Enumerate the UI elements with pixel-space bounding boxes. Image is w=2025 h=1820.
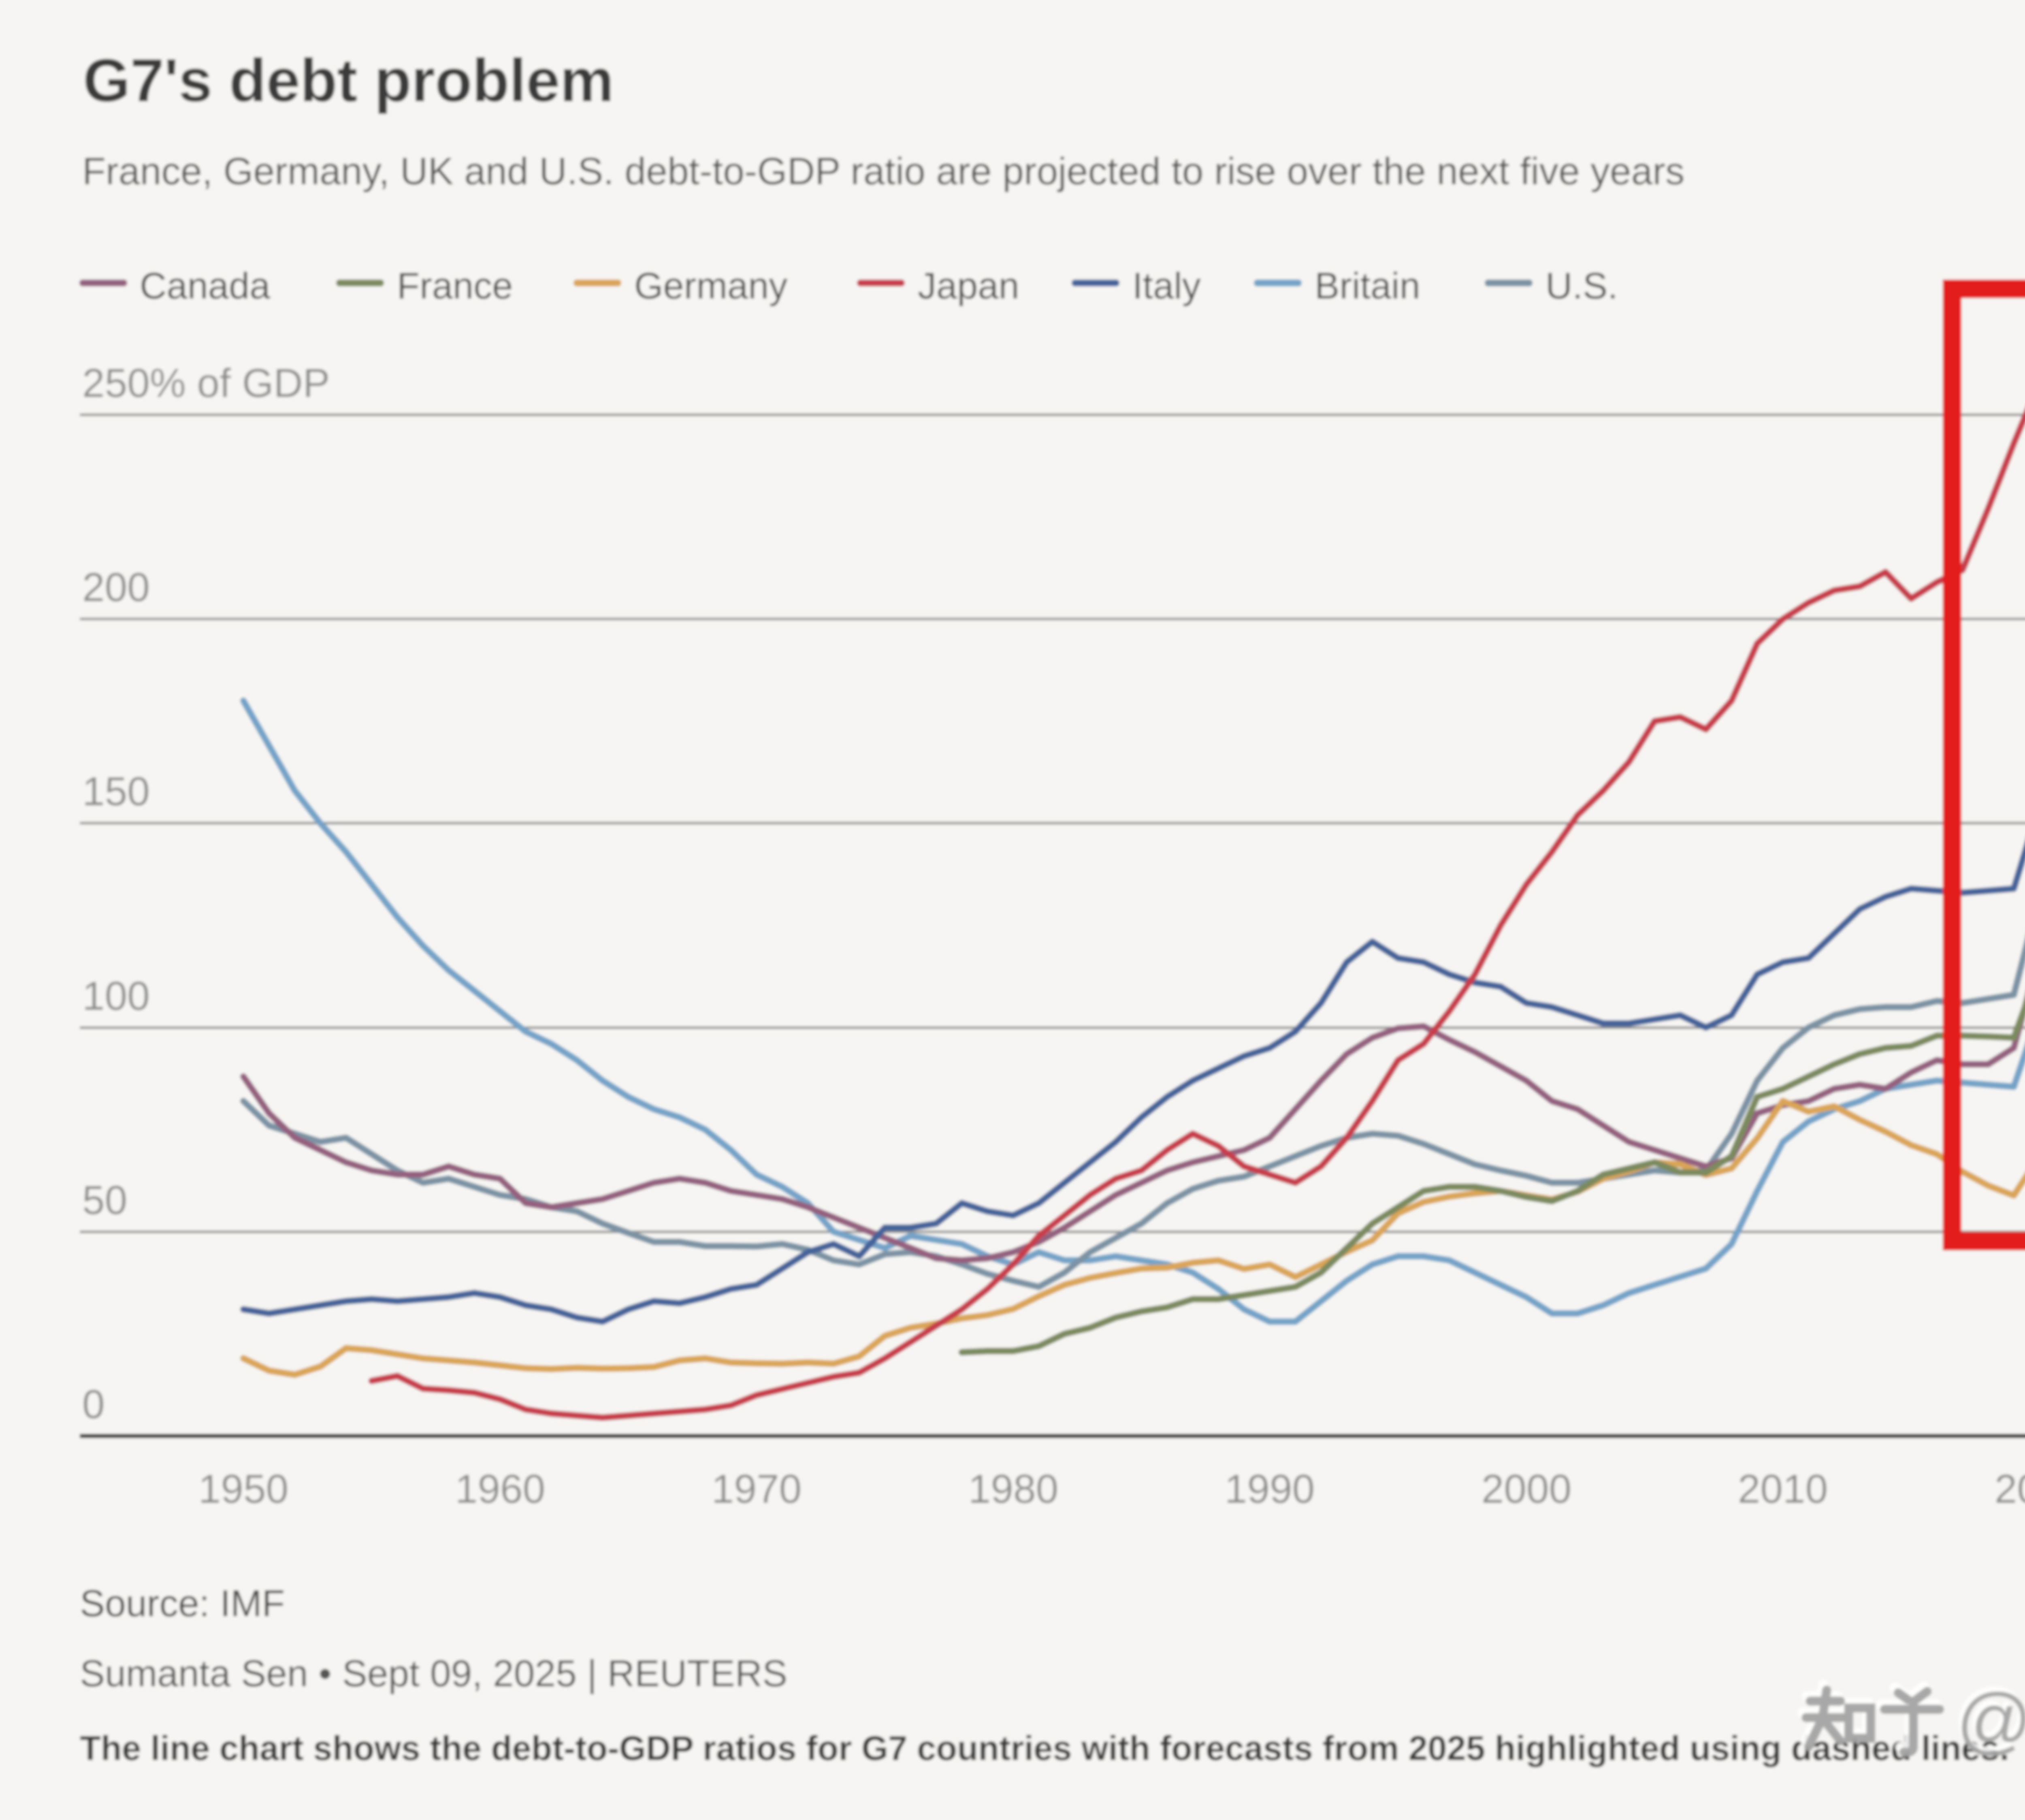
svg-text:1980: 1980 bbox=[968, 1466, 1058, 1512]
svg-text:@: @ bbox=[1956, 1679, 2025, 1762]
svg-text:1960: 1960 bbox=[455, 1466, 545, 1512]
svg-text:Britain: Britain bbox=[1315, 265, 1420, 307]
svg-text:Sumanta Sen • Sept 09, 2025 |: Sumanta Sen • Sept 09, 2025 | REUTERS bbox=[80, 1652, 787, 1694]
svg-text:Germany: Germany bbox=[634, 265, 787, 307]
svg-text:1970: 1970 bbox=[712, 1466, 801, 1512]
svg-text:G7's debt problem: G7's debt problem bbox=[83, 46, 614, 114]
svg-text:2020: 2020 bbox=[1995, 1466, 2025, 1512]
svg-text:0: 0 bbox=[82, 1382, 105, 1427]
svg-text:Canada: Canada bbox=[140, 265, 271, 307]
svg-text:1950: 1950 bbox=[198, 1466, 288, 1512]
svg-text:200: 200 bbox=[82, 565, 150, 610]
svg-text:Japan: Japan bbox=[918, 265, 1019, 307]
svg-text:2000: 2000 bbox=[1481, 1466, 1571, 1512]
svg-text:1990: 1990 bbox=[1225, 1466, 1315, 1512]
svg-text:150: 150 bbox=[82, 769, 150, 814]
svg-text:250% of GDP: 250% of GDP bbox=[82, 361, 330, 406]
svg-text:France: France bbox=[397, 265, 513, 307]
svg-text:@: @ bbox=[1953, 1674, 2025, 1757]
svg-text:Italy: Italy bbox=[1132, 265, 1201, 307]
svg-text:100: 100 bbox=[82, 973, 150, 1019]
svg-text:50: 50 bbox=[82, 1178, 127, 1223]
svg-text:The line chart shows the debt-: The line chart shows the debt-to-GDP rat… bbox=[80, 1729, 2009, 1768]
svg-text:France, Germany, UK and U.S. d: France, Germany, UK and U.S. debt-to-GDP… bbox=[82, 150, 1685, 193]
svg-text:U.S.: U.S. bbox=[1545, 265, 1618, 307]
svg-text:2010: 2010 bbox=[1738, 1466, 1828, 1512]
svg-text:Source: IMF: Source: IMF bbox=[80, 1582, 285, 1624]
